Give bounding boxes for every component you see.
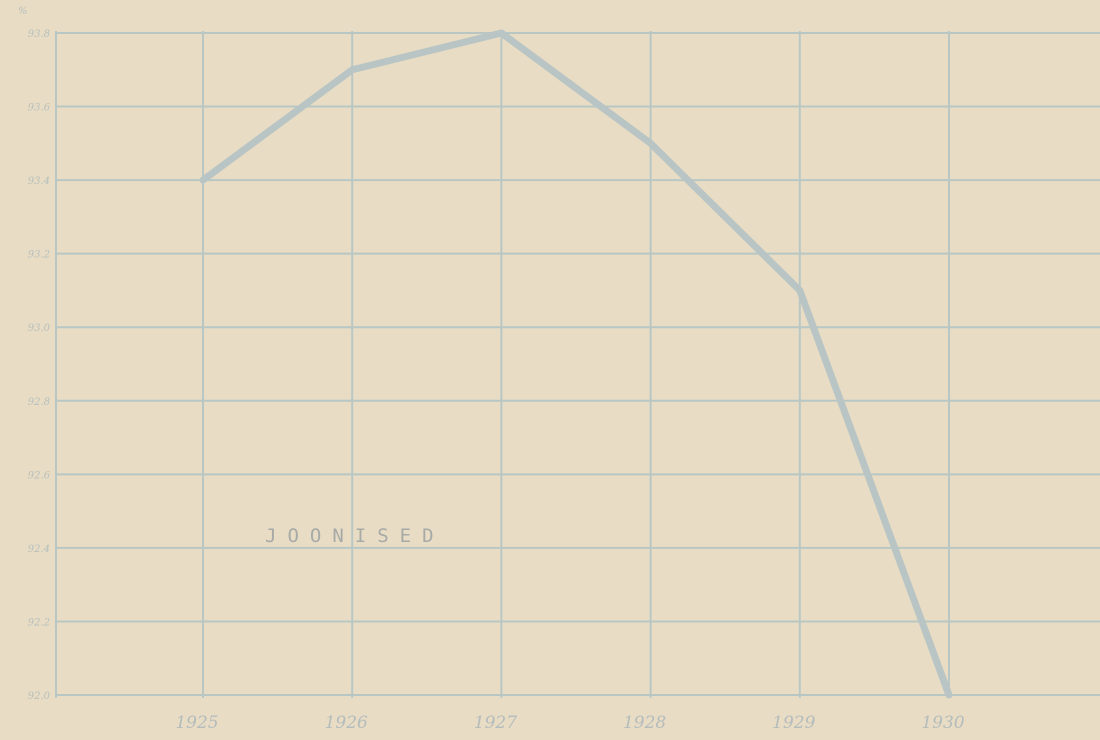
y-tick-label: 92.6 <box>28 470 51 481</box>
y-tick-label: 92.8 <box>28 397 50 408</box>
x-tick-label: 1927 <box>474 713 517 733</box>
data-point <box>947 693 951 697</box>
y-axis-ticks: 92.0 92.2 92.4 92.6 92.8 93.0 93.2 93.4 93.6 93.8 <box>28 29 51 702</box>
grid <box>55 31 1100 698</box>
y-tick-label: 93.6 <box>28 103 51 114</box>
y-tick-label: 93.0 <box>28 323 51 334</box>
annotation-label: JOONISED <box>265 525 445 547</box>
data-point <box>797 288 802 293</box>
y-tick-label: 92.2 <box>28 617 50 628</box>
y-tick-label: 92.0 <box>28 691 51 702</box>
series-group <box>199 29 953 699</box>
x-tick-label: 1928 <box>623 713 666 733</box>
y-tick-label: 93.8 <box>28 29 50 40</box>
y-tick-label: 92.4 <box>28 544 50 555</box>
data-point <box>648 141 653 146</box>
data-point <box>201 178 205 183</box>
y-tick-label: 93.2 <box>28 250 50 261</box>
y-unit-label: % <box>18 6 28 17</box>
x-tick-label: 1930 <box>921 713 964 733</box>
x-axis-ticks: 1925 1926 1927 1928 1929 1930 <box>175 713 964 733</box>
data-point <box>499 31 504 35</box>
data-point <box>350 67 355 72</box>
x-tick-label: 1925 <box>175 713 218 733</box>
x-tick-label: 1926 <box>325 713 368 733</box>
series-line <box>199 29 953 699</box>
x-tick-label: 1929 <box>772 713 815 733</box>
y-tick-label: 93.4 <box>28 176 50 187</box>
